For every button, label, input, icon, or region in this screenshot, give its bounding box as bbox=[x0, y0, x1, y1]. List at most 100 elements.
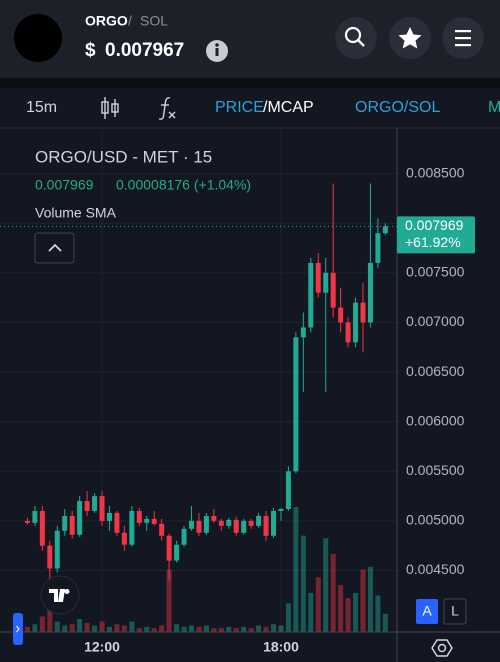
favorite-button[interactable] bbox=[389, 17, 431, 59]
more-tab[interactable]: M bbox=[488, 99, 500, 116]
menu-button[interactable] bbox=[442, 17, 484, 59]
candle-body bbox=[248, 520, 254, 526]
volume-bar bbox=[360, 569, 366, 632]
side-tab[interactable] bbox=[13, 613, 23, 645]
volume-bar bbox=[77, 618, 83, 632]
volume-bar bbox=[54, 621, 60, 632]
volume-bar bbox=[367, 566, 373, 632]
settings-icon[interactable] bbox=[431, 639, 453, 657]
candle-body bbox=[226, 519, 232, 526]
volume-bar bbox=[256, 625, 262, 632]
volume-bar bbox=[129, 621, 135, 632]
auto-label: A bbox=[422, 603, 432, 619]
volume-bar bbox=[285, 603, 291, 632]
chart-type-icon[interactable] bbox=[101, 97, 119, 119]
volume-bar bbox=[308, 592, 314, 632]
candle-body bbox=[92, 496, 98, 511]
volume-bar bbox=[32, 624, 38, 632]
candle-body bbox=[308, 262, 314, 328]
indicators-icon[interactable] bbox=[158, 97, 176, 120]
volume-bar bbox=[151, 628, 157, 632]
candle-body bbox=[159, 523, 165, 536]
volume-bar bbox=[218, 628, 224, 632]
candle-body bbox=[315, 262, 321, 293]
candle-body bbox=[106, 512, 112, 521]
candle-body bbox=[47, 545, 53, 569]
pair-toggle[interactable]: ORGO/SOL bbox=[355, 99, 440, 116]
log-label: L bbox=[451, 603, 459, 619]
candle-body bbox=[300, 327, 306, 338]
candle-body bbox=[151, 518, 157, 524]
volume-bar bbox=[159, 625, 165, 632]
auto-scale-button[interactable]: A bbox=[416, 599, 438, 624]
y-tick-label: 0.004500 bbox=[406, 561, 465, 577]
indicator-name: Volume SMA bbox=[35, 205, 117, 221]
volume-bar bbox=[211, 628, 217, 632]
volume-bar bbox=[233, 628, 239, 632]
chart-title: ORGO/USD - MET · 15 bbox=[35, 147, 212, 166]
y-tick-label: 0.005500 bbox=[406, 462, 465, 478]
x-tick-label: 12:00 bbox=[84, 639, 120, 655]
volume-bar bbox=[84, 622, 90, 632]
candle-body bbox=[233, 519, 239, 533]
last-price-label: 0.007969 bbox=[405, 217, 464, 233]
candle-body bbox=[69, 515, 75, 535]
volume-bar bbox=[263, 626, 269, 632]
candle-body bbox=[129, 510, 135, 545]
candle-body bbox=[32, 510, 38, 523]
volume-bar bbox=[323, 538, 329, 632]
volume-bar bbox=[144, 626, 150, 632]
token-avatar bbox=[14, 14, 62, 62]
volume-bar bbox=[174, 624, 180, 632]
volume-bar bbox=[136, 628, 142, 632]
volume-bar bbox=[39, 616, 45, 632]
candle-body bbox=[188, 520, 194, 529]
candle-body bbox=[121, 532, 127, 545]
candle-body bbox=[218, 520, 224, 526]
candle-body bbox=[263, 515, 269, 536]
candle-body bbox=[62, 515, 68, 531]
volume-bar bbox=[92, 625, 98, 632]
volume-bar bbox=[166, 569, 172, 632]
candle-body bbox=[367, 262, 373, 323]
volume-bar bbox=[293, 507, 299, 632]
log-scale-button[interactable]: L bbox=[443, 598, 467, 625]
interval[interactable]: 15m bbox=[26, 99, 57, 116]
last-change-label: +61.92% bbox=[405, 234, 461, 250]
candle-body bbox=[24, 520, 30, 523]
candle-body bbox=[271, 510, 277, 536]
info-icon[interactable] bbox=[206, 40, 228, 62]
price-toggle[interactable]: PRICE bbox=[215, 99, 264, 116]
volume-bar bbox=[24, 626, 30, 632]
candle-body bbox=[203, 515, 209, 533]
currency: $ bbox=[85, 40, 96, 61]
separator: / bbox=[128, 13, 132, 29]
search-button[interactable] bbox=[335, 17, 377, 59]
candle-body bbox=[345, 322, 351, 343]
candle-body bbox=[285, 471, 291, 509]
volume-bar bbox=[345, 598, 351, 632]
tradingview-logo[interactable] bbox=[40, 575, 80, 615]
volume-bar bbox=[106, 626, 112, 632]
candle-body bbox=[77, 501, 83, 535]
volume-bar bbox=[203, 625, 209, 632]
candle-body bbox=[241, 520, 247, 533]
candle-body bbox=[114, 512, 120, 533]
candle-body bbox=[293, 337, 299, 472]
candle-body bbox=[211, 515, 217, 521]
volume-bar bbox=[181, 626, 187, 632]
candle-body bbox=[84, 501, 90, 511]
price: 0.007967 bbox=[105, 40, 184, 61]
volume-bar bbox=[248, 628, 254, 632]
candle-body bbox=[54, 530, 60, 569]
candle-body bbox=[360, 302, 366, 323]
quote-symbol: SOL bbox=[140, 13, 168, 29]
collapse-button[interactable] bbox=[34, 232, 75, 264]
volume-bar bbox=[300, 535, 306, 632]
volume-bar bbox=[114, 624, 120, 632]
last-value: 0.007969 bbox=[35, 177, 94, 193]
y-tick-label: 0.008500 bbox=[406, 164, 465, 180]
mcap-toggle[interactable]: /MCAP bbox=[263, 99, 314, 116]
